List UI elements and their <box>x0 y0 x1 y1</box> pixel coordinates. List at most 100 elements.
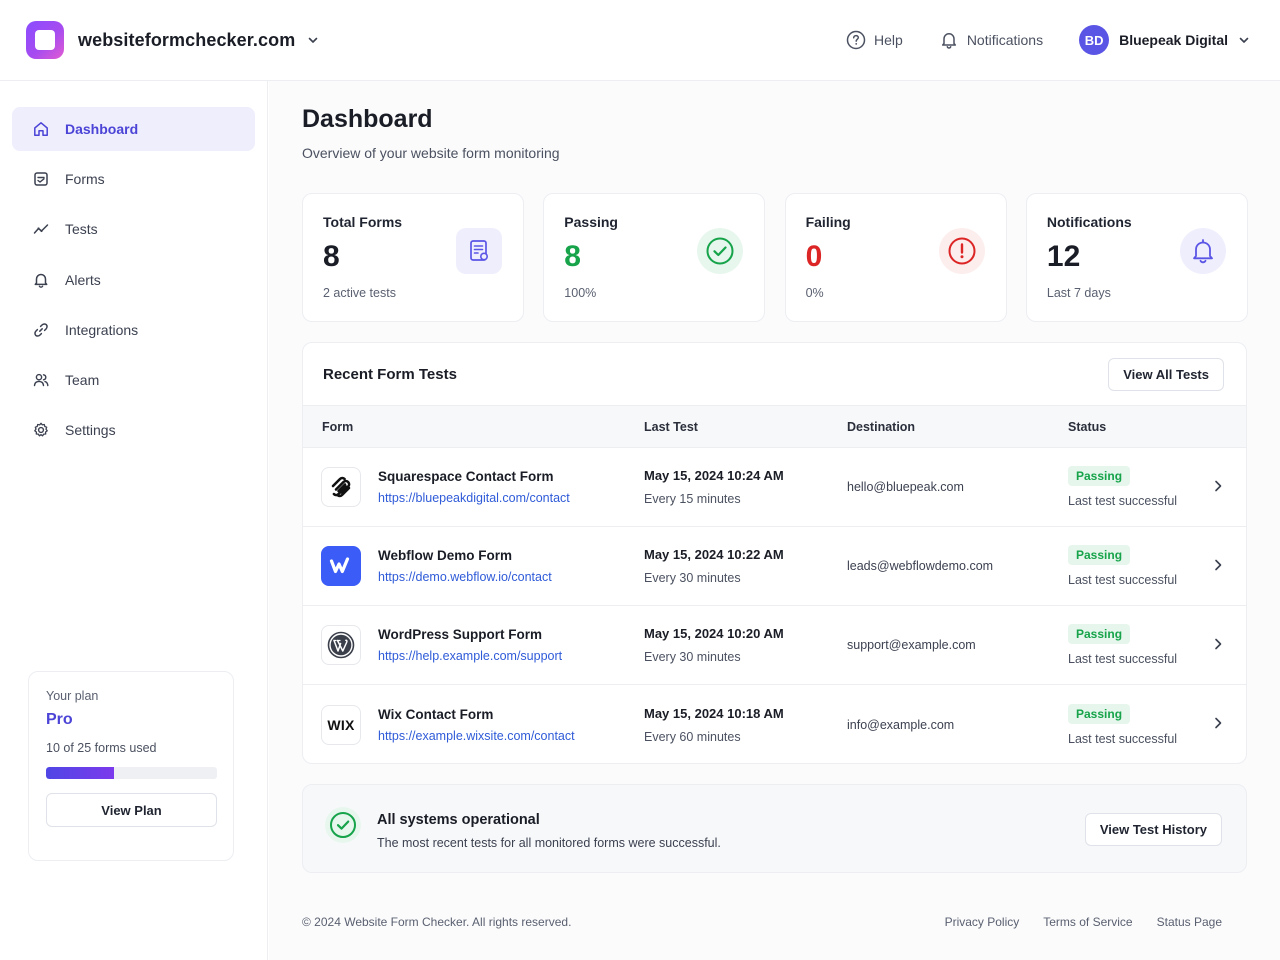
status-badge: Passing <box>1068 703 1131 724</box>
test-frequency: Every 15 minutes <box>644 492 741 506</box>
last-test-time: May 15, 2024 10:24 AM <box>644 468 784 483</box>
stat-card-failing: Failing 0 0% <box>784 193 1007 322</box>
help-label: Help <box>874 32 903 48</box>
users-icon <box>32 371 65 389</box>
stats-row: Total Forms 8 2 active tests Passing 8 1… <box>302 193 1267 322</box>
last-test-time: May 15, 2024 10:22 AM <box>644 547 784 562</box>
sidebar-item-tests[interactable]: Tests <box>12 207 255 251</box>
recent-tests-title: Recent Form Tests <box>323 365 457 383</box>
plan-usage-bar-fill <box>46 767 115 779</box>
plan-name: Pro <box>46 711 73 728</box>
stat-foot: 100% <box>564 286 597 300</box>
notifications-link[interactable]: Notifications <box>939 30 1043 50</box>
status-page-link[interactable]: Status Page <box>1156 915 1222 929</box>
column-header-destination[interactable]: Destination <box>847 419 916 434</box>
plan-card: Your plan Pro 10 of 25 forms used View P… <box>28 671 234 861</box>
chevron-right-icon[interactable] <box>1212 479 1224 493</box>
stat-title: Total Forms <box>323 214 403 230</box>
sidebar-nav: Dashboard Forms Tests Alerts Integration… <box>0 81 267 452</box>
status-note: Last test successful <box>1068 652 1178 666</box>
stat-foot: 2 active tests <box>323 286 396 300</box>
system-status-title: All systems operational <box>377 812 540 828</box>
sidebar-item-label: Settings <box>65 422 116 439</box>
help-circle-icon <box>846 30 874 50</box>
link-icon <box>32 321 65 339</box>
recent-tests-header: Recent Form Tests View All Tests <box>303 343 1246 406</box>
destination-email: hello@bluepeak.com <box>847 480 964 494</box>
test-frequency: Every 30 minutes <box>644 650 741 664</box>
chevron-right-icon[interactable] <box>1212 716 1224 730</box>
table-row[interactable]: Squarespace Contact Form https://bluepea… <box>303 448 1246 527</box>
stat-value: 8 <box>323 240 340 273</box>
plan-label: Your plan <box>46 689 99 703</box>
plan-usage-bar <box>46 767 217 779</box>
form-name: WordPress Support Form <box>378 627 543 642</box>
system-status-message: The most recent tests for all monitored … <box>377 836 721 850</box>
last-test-time: May 15, 2024 10:18 AM <box>644 705 784 721</box>
help-link[interactable]: Help <box>846 30 903 50</box>
form-url-link[interactable]: https://bluepeakdigital.com/contact <box>378 491 570 505</box>
user-menu[interactable]: BD Bluepeak Digital <box>1079 25 1250 55</box>
form-url-link[interactable]: https://help.example.com/support <box>378 649 563 663</box>
bell-icon <box>939 30 967 50</box>
stat-foot: Last 7 days <box>1046 286 1111 300</box>
sidebar-item-integrations[interactable]: Integrations <box>12 308 255 352</box>
main-content: Dashboard Overview of your website form … <box>269 81 1280 960</box>
trend-icon <box>32 220 65 238</box>
destination-email: info@example.com <box>847 717 955 732</box>
view-all-tests-button[interactable]: View All Tests <box>1108 357 1224 391</box>
table-row[interactable]: Webflow Demo Form https://demo.webflow.i… <box>303 527 1246 606</box>
view-test-history-button[interactable]: View Test History <box>1084 813 1222 846</box>
sidebar-item-forms[interactable]: Forms <box>12 157 255 201</box>
bell-icon <box>1179 228 1226 274</box>
sidebar-item-label: Integrations <box>65 321 139 338</box>
form-icon <box>32 170 65 188</box>
stat-value: 12 <box>1046 240 1081 273</box>
view-plan-button[interactable]: View Plan <box>46 793 217 827</box>
sidebar-item-dashboard[interactable]: Dashboard <box>12 107 255 151</box>
chevron-down-icon[interactable] <box>307 34 319 46</box>
recent-tests-card: Recent Form Tests View All Tests Form La… <box>302 342 1247 764</box>
stat-value: 8 <box>564 240 581 273</box>
stat-card-notifications: Notifications 12 Last 7 days <box>1025 193 1248 322</box>
footer-links: Privacy Policy Terms of Service Status P… <box>921 915 1222 929</box>
status-badge: Passing <box>1068 545 1131 565</box>
sidebar-item-label: Tests <box>65 221 98 238</box>
stat-title: Notifications <box>1046 214 1132 230</box>
bell-icon <box>32 271 65 289</box>
sidebar-item-label: Forms <box>65 171 105 188</box>
table-row[interactable]: WordPress Support Form https://help.exam… <box>303 606 1246 685</box>
column-header-form[interactable]: Form <box>322 419 354 434</box>
stat-title: Failing <box>805 214 851 230</box>
plan-usage-text: 10 of 25 forms used <box>46 741 157 755</box>
destination-email: leads@webflowdemo.com <box>847 559 994 573</box>
sidebar-item-settings[interactable]: Settings <box>12 408 255 452</box>
stat-card-passing: Passing 8 100% <box>543 193 766 322</box>
alert-circle-icon <box>938 228 985 274</box>
home-icon <box>32 120 65 138</box>
last-test-time: May 15, 2024 10:20 AM <box>644 626 784 641</box>
form-url-link[interactable]: https://demo.webflow.io/contact <box>378 570 552 584</box>
column-header-last-test[interactable]: Last Test <box>644 419 698 434</box>
system-status-card: All systems operational The most recent … <box>302 784 1247 873</box>
sidebar-item-team[interactable]: Team <box>12 358 255 402</box>
chevron-right-icon[interactable] <box>1212 637 1224 651</box>
column-header-status[interactable]: Status <box>1068 419 1107 434</box>
status-badge: Passing <box>1068 624 1131 644</box>
stat-foot: 0% <box>805 286 824 300</box>
sidebar: Dashboard Forms Tests Alerts Integration… <box>0 81 268 960</box>
table-row[interactable]: WIX Wix Contact Form https://example.wix… <box>303 685 1246 763</box>
chevron-right-icon[interactable] <box>1212 558 1224 572</box>
check-circle-icon <box>325 807 361 843</box>
test-frequency: Every 30 minutes <box>644 571 741 585</box>
form-url-link[interactable]: https://example.wixsite.com/contact <box>378 728 575 743</box>
test-frequency: Every 60 minutes <box>644 729 741 744</box>
top-bar: websiteformchecker.com Help Notification… <box>0 0 1280 81</box>
privacy-policy-link[interactable]: Privacy Policy <box>944 915 1020 929</box>
stat-card-total-forms: Total Forms 8 2 active tests <box>302 193 524 322</box>
sidebar-item-alerts[interactable]: Alerts <box>12 258 255 302</box>
page-title: Dashboard <box>302 105 433 133</box>
terms-of-service-link[interactable]: Terms of Service <box>1043 915 1133 929</box>
site-switcher[interactable]: websiteformchecker.com <box>26 21 319 59</box>
chevron-down-icon[interactable] <box>1238 34 1250 46</box>
